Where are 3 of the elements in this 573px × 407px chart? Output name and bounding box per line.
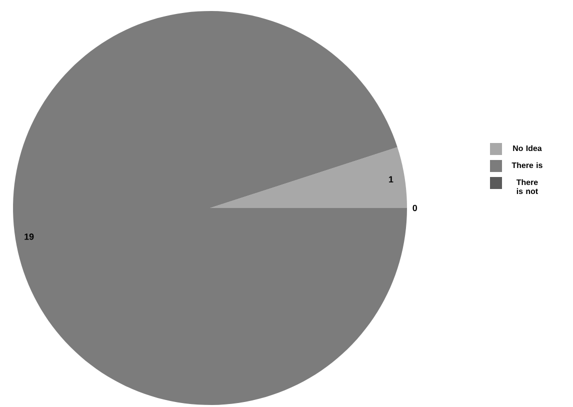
text: 0	[412, 204, 418, 212]
data-label: 19	[24, 233, 34, 240]
data-label: 1	[389, 176, 394, 182]
